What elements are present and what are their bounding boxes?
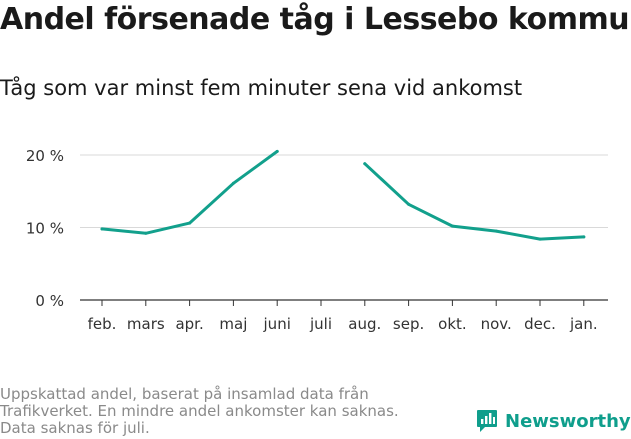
x-tick-label: maj (219, 315, 247, 333)
x-tick-label: mars (127, 315, 165, 333)
data-point (582, 235, 586, 239)
footnote-line: Uppskattad andel, baserat på insamlad da… (0, 385, 369, 403)
data-point (275, 149, 279, 153)
newsworthy-logo-icon (477, 410, 497, 432)
x-tick-label: dec. (524, 315, 556, 333)
data-point (407, 202, 411, 206)
x-tick-label: nov. (481, 315, 512, 333)
y-tick-label: 20 % (26, 147, 64, 165)
x-tick-label: feb. (88, 315, 117, 333)
y-tick-label: 0 % (35, 292, 64, 310)
footnote: Uppskattad andel, baserat på insamlad da… (0, 386, 440, 437)
data-point (100, 227, 104, 231)
brand-name: Newsworthy (505, 410, 631, 432)
newsworthy-logo: Newsworthy (476, 409, 631, 433)
chart-subtitle: Tåg som var minst fem minuter sena vid a… (0, 76, 523, 100)
footnote-line: Trafikverket. En mindre andel ankomster … (0, 402, 399, 420)
footnote-line: Data saknas för juli. (0, 419, 150, 437)
x-tick-label: sep. (393, 315, 424, 333)
data-point (188, 221, 192, 225)
y-tick-label: 10 % (26, 220, 64, 238)
x-tick-label: aug. (348, 315, 381, 333)
data-point (363, 162, 367, 166)
x-tick-label: juli (309, 315, 332, 333)
x-tick-label: juni (263, 315, 291, 333)
chart-title: Andel försenade tåg i Lessebo kommun (0, 2, 631, 37)
x-tick-label: jan. (569, 315, 598, 333)
data-point (494, 229, 498, 233)
x-tick-label: apr. (175, 315, 203, 333)
series-line (100, 149, 279, 235)
data-point (144, 231, 148, 235)
series-line (363, 162, 586, 241)
data-point (450, 224, 454, 228)
line-chart: 0 % 10 % 20 % feb. mars apr. maj juni juli aug. se… (26, 147, 608, 333)
data-point (231, 181, 235, 185)
data-point (538, 237, 542, 241)
x-tick-label: okt. (438, 315, 467, 333)
